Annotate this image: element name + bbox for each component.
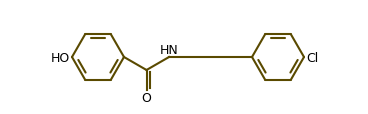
- Text: HN: HN: [160, 44, 178, 57]
- Text: HO: HO: [51, 51, 70, 64]
- Text: O: O: [142, 91, 152, 104]
- Text: Cl: Cl: [306, 51, 318, 64]
